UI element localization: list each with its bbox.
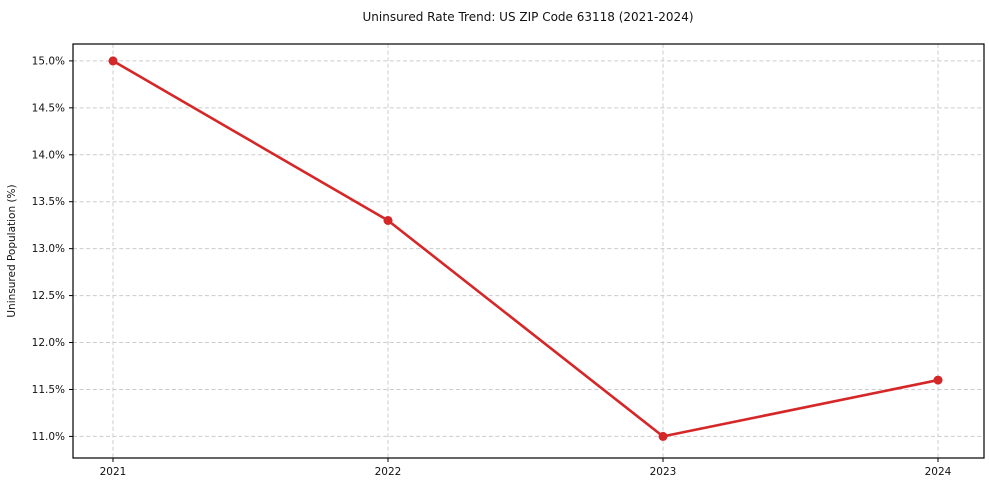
y-tick-label: 12.0% <box>32 337 65 349</box>
y-tick-label: 13.5% <box>32 196 65 208</box>
y-tick-label: 14.0% <box>32 149 65 161</box>
y-tick-label: 14.5% <box>32 102 65 114</box>
y-tick-label: 11.5% <box>32 384 65 396</box>
y-tick-label: 15.0% <box>32 55 65 67</box>
series-line <box>111 59 940 438</box>
data-point <box>108 56 118 66</box>
y-tick-label: 13.0% <box>32 243 65 255</box>
plot-border <box>72 43 985 459</box>
chart-title: Uninsured Rate Trend: US ZIP Code 63118 … <box>362 10 693 24</box>
x-tick-label: 2023 <box>650 466 677 478</box>
data-point <box>933 375 943 385</box>
x-tick-label: 2024 <box>925 466 952 478</box>
y-tick-label: 11.0% <box>32 431 65 443</box>
y-tick-label: 12.5% <box>32 290 65 302</box>
x-tick-label: 2022 <box>375 466 402 478</box>
data-point <box>658 431 668 441</box>
x-tick-label: 2021 <box>100 466 127 478</box>
y-axis-label: Uninsured Population (%) <box>6 184 18 317</box>
data-point <box>383 215 393 225</box>
plot-area: 11.0% 11.5% 12.0% 12.5% 13.0% 13.5% 14.0% 14.5%… <box>32 43 985 478</box>
